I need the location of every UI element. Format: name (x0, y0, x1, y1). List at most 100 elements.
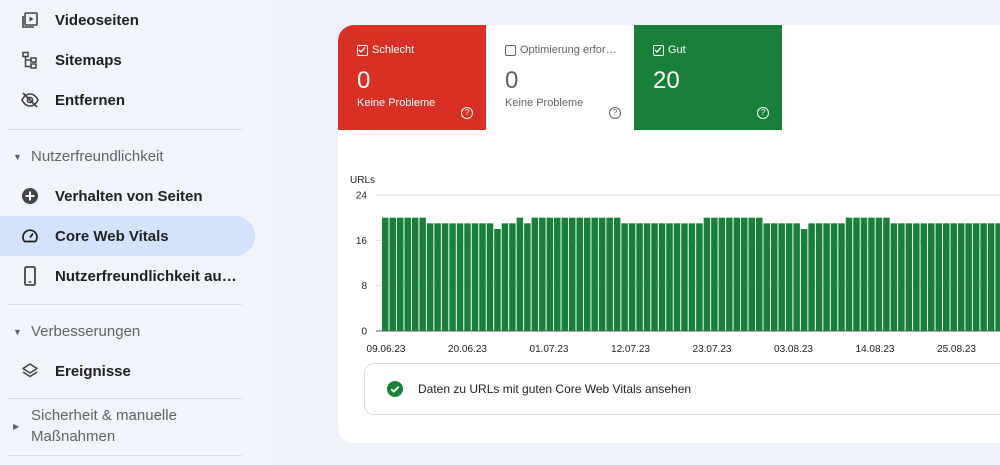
bar[interactable] (456, 223, 464, 331)
bar[interactable] (426, 223, 434, 331)
bar[interactable] (995, 223, 1000, 331)
bar[interactable] (606, 217, 613, 331)
bar[interactable] (441, 223, 449, 331)
bar[interactable] (382, 217, 389, 331)
bar[interactable] (815, 223, 823, 331)
checkbox-checked-icon[interactable] (653, 45, 664, 56)
checkbox-checked-icon[interactable] (357, 45, 368, 56)
bar[interactable] (598, 217, 606, 331)
bar[interactable] (741, 217, 748, 331)
bar[interactable] (576, 217, 583, 331)
tile-gut[interactable]: Gut 20 ? (634, 25, 782, 130)
bar[interactable] (965, 223, 972, 331)
bar[interactable] (419, 217, 426, 331)
help-icon[interactable]: ? (609, 107, 621, 119)
bar[interactable] (763, 223, 770, 331)
bar[interactable] (651, 223, 658, 331)
bar[interactable] (845, 217, 853, 331)
bar[interactable] (688, 223, 696, 331)
bar[interactable] (464, 223, 471, 331)
bar[interactable] (389, 217, 396, 331)
bar[interactable] (666, 223, 673, 331)
bar[interactable] (494, 229, 501, 331)
bar[interactable] (636, 223, 643, 331)
bar[interactable] (838, 223, 845, 331)
section-verbesserungen[interactable]: ▼ Verbesserungen (0, 321, 260, 342)
sidebar-item-entfernen[interactable]: Entfernen (0, 80, 255, 120)
sidebar-item-ereignisse[interactable]: Ereignisse (0, 351, 255, 391)
bar[interactable] (591, 217, 598, 331)
bar[interactable] (793, 223, 800, 331)
bar[interactable] (554, 217, 561, 331)
bar[interactable] (726, 217, 733, 331)
bar[interactable] (613, 217, 621, 331)
help-icon[interactable]: ? (461, 107, 473, 119)
bar[interactable] (987, 223, 995, 331)
bar[interactable] (643, 223, 651, 331)
bar[interactable] (770, 223, 778, 331)
bar[interactable] (980, 223, 987, 331)
bar[interactable] (890, 223, 898, 331)
bar[interactable] (823, 223, 830, 331)
bar[interactable] (957, 223, 965, 331)
bar[interactable] (875, 217, 883, 331)
bar[interactable] (696, 223, 703, 331)
bar[interactable] (673, 223, 681, 331)
bar[interactable] (778, 223, 785, 331)
bar[interactable] (449, 223, 456, 331)
bar[interactable] (756, 217, 763, 331)
bar[interactable] (583, 217, 591, 331)
bar[interactable] (569, 217, 576, 331)
bar[interactable] (546, 217, 554, 331)
bar[interactable] (733, 217, 741, 331)
bar[interactable] (711, 217, 718, 331)
bar[interactable] (404, 217, 411, 331)
tile-optimierung[interactable]: Optimierung erfor… 0 Keine Probleme ? (486, 25, 634, 130)
bar[interactable] (396, 217, 404, 331)
bar[interactable] (950, 223, 957, 331)
bar[interactable] (628, 223, 636, 331)
sidebar-item-videoseiten[interactable]: Videoseiten (0, 0, 255, 40)
bar[interactable] (703, 217, 711, 331)
bar[interactable] (800, 229, 808, 331)
bar[interactable] (718, 217, 726, 331)
bar[interactable] (898, 223, 905, 331)
bar[interactable] (539, 217, 546, 331)
bar[interactable] (785, 223, 793, 331)
bar[interactable] (486, 223, 494, 331)
bar[interactable] (621, 223, 628, 331)
bar[interactable] (920, 223, 928, 331)
bar[interactable] (808, 223, 815, 331)
bar[interactable] (501, 223, 509, 331)
bar[interactable] (681, 223, 688, 331)
bar[interactable] (868, 217, 875, 331)
section-nutzerfreundlichkeit[interactable]: ▼ Nutzerfreundlichkeit (0, 146, 260, 167)
bar[interactable] (860, 217, 868, 331)
sidebar-item-core-web-vitals[interactable]: Core Web Vitals (0, 216, 255, 256)
bar[interactable] (434, 223, 441, 331)
bar[interactable] (883, 217, 890, 331)
good-urls-link[interactable]: Daten zu URLs mit guten Core Web Vitals … (364, 363, 1000, 415)
bar[interactable] (479, 223, 486, 331)
bar[interactable] (913, 223, 920, 331)
bar[interactable] (830, 223, 838, 331)
bar[interactable] (972, 223, 980, 331)
bar[interactable] (524, 223, 531, 331)
bar[interactable] (561, 217, 569, 331)
sidebar-item-verhalten-von-seiten[interactable]: Verhalten von Seiten (0, 176, 255, 216)
bar[interactable] (516, 217, 524, 331)
tile-schlecht[interactable]: Schlecht 0 Keine Probleme ? (338, 25, 486, 130)
bar[interactable] (905, 223, 913, 331)
bar[interactable] (935, 223, 943, 331)
checkbox-unchecked-icon[interactable] (505, 45, 516, 56)
sidebar-item-mobile[interactable]: Nutzerfreundlichkeit au… (0, 256, 255, 296)
bar[interactable] (531, 217, 539, 331)
bar[interactable] (509, 223, 516, 331)
bar[interactable] (471, 223, 479, 331)
bar[interactable] (658, 223, 666, 331)
bar[interactable] (943, 223, 950, 331)
bar[interactable] (853, 217, 860, 331)
bar[interactable] (748, 217, 756, 331)
section-sicherheit[interactable]: ▶ Sicherheit & manuelle Maßnahmen (0, 405, 260, 447)
bar[interactable] (928, 223, 935, 331)
